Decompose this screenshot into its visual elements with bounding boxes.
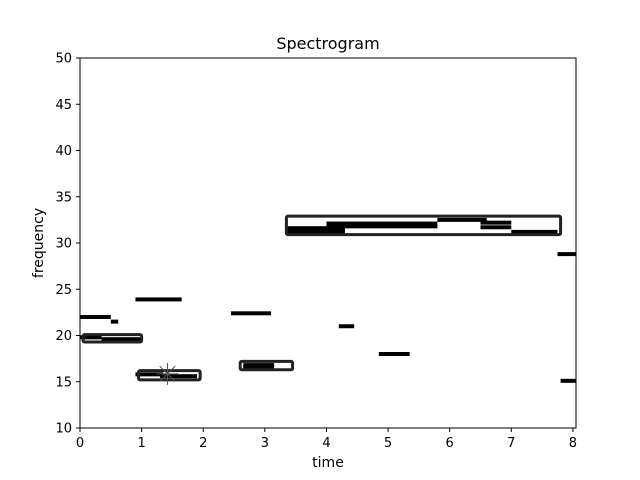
spectral-segment [560, 378, 576, 383]
spectral-segment [110, 319, 119, 324]
detection-box [81, 333, 144, 344]
y-tick-label: 30 [55, 237, 72, 252]
y-tick-label: 10 [55, 422, 72, 437]
detection-box [137, 369, 202, 382]
spectral-segment [80, 335, 102, 340]
spectral-segment [480, 225, 512, 230]
y-axis: 10 15 20 25 30 35 40 45 50 [55, 52, 80, 437]
detection-box [238, 359, 295, 372]
spectral-segment [135, 297, 182, 302]
spectral-segment [286, 229, 345, 234]
y-tick-label: 35 [55, 190, 72, 205]
spectral-segment [338, 324, 355, 329]
detection-box [284, 214, 563, 237]
chart-title: Spectrogram [276, 34, 379, 53]
x-tick-label: 3 [261, 436, 269, 451]
spectral-segment [160, 374, 198, 379]
spectral-segment [243, 364, 275, 369]
spectral-segment [135, 372, 164, 377]
spectral-segment [480, 220, 512, 225]
spectral-segment [326, 224, 438, 229]
spectral-segment [378, 352, 410, 356]
spectral-segment [326, 221, 438, 226]
spectral-segment [437, 217, 487, 222]
spectral-segment [286, 226, 345, 231]
x-tick-label: 7 [507, 436, 515, 451]
y-tick-label: 15 [55, 375, 72, 390]
y-tick-label: 20 [55, 329, 72, 344]
spectral-segment [101, 337, 142, 342]
spectral-segment [80, 315, 111, 319]
spectral-segment [230, 311, 272, 316]
x-axis-label: time [312, 455, 344, 471]
y-tick-label: 45 [55, 98, 72, 113]
x-tick-label: 0 [76, 436, 84, 451]
x-axis: 0 1 2 3 4 5 6 7 8 [76, 428, 577, 451]
x-tick-label: 1 [137, 436, 145, 451]
x-tick-label: 5 [384, 436, 392, 451]
x-tick-label: 4 [322, 436, 330, 451]
plot-content [80, 214, 576, 385]
spectral-segment [557, 252, 576, 257]
x-tick-label: 6 [446, 436, 454, 451]
y-tick-label: 40 [55, 144, 72, 159]
spectral-segment [511, 229, 558, 234]
asterisk-marker [156, 362, 179, 385]
x-tick-label: 2 [199, 436, 207, 451]
y-tick-label: 25 [55, 283, 72, 298]
y-tick-label: 50 [55, 52, 72, 67]
x-tick-label: 8 [569, 436, 577, 451]
y-axis-label: frequency [31, 208, 47, 278]
